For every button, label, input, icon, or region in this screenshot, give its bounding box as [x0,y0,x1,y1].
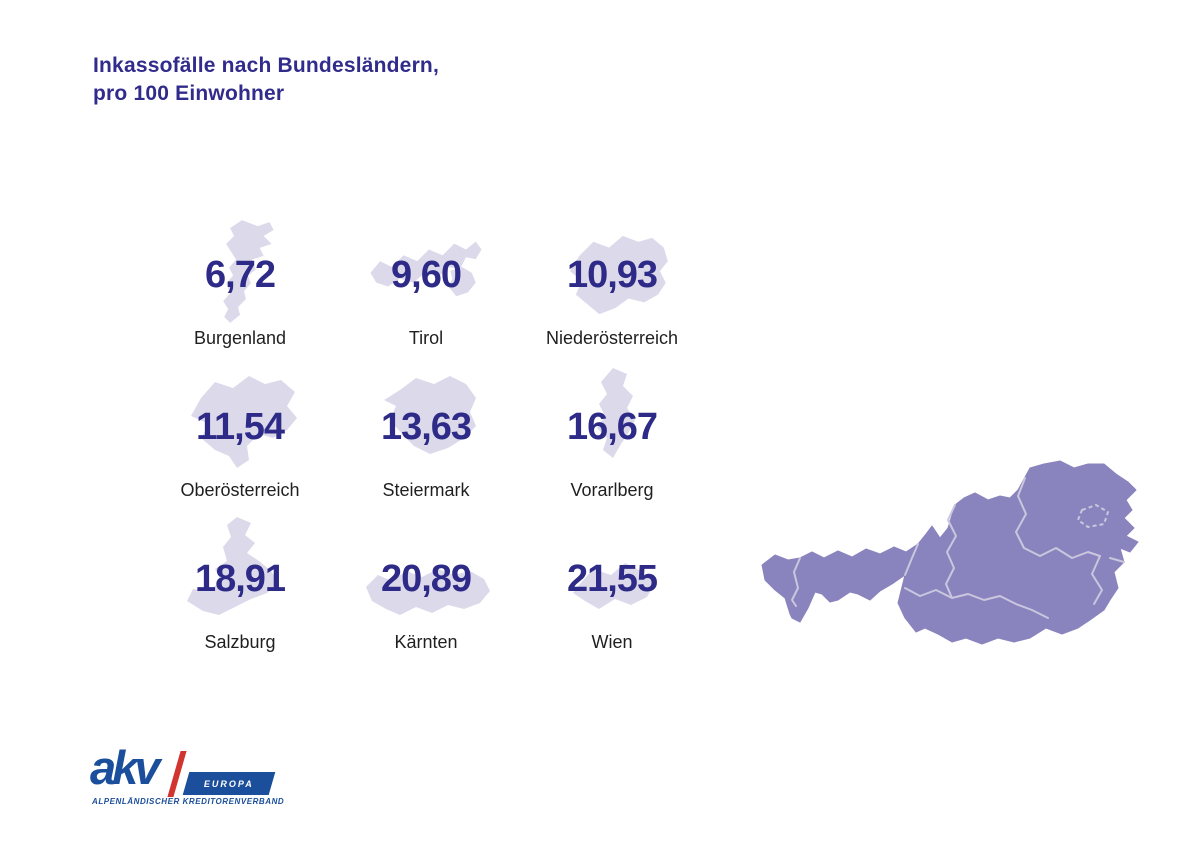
state-figure: 11,54 [147,362,333,474]
state-cell-burgenland: 6,72 Burgenland [147,210,333,362]
state-cell-wien: 21,55 Wien [519,514,705,666]
border-salzburg-kaernten [904,587,1049,619]
state-grid: 6,72 Burgenland 9,60 Tirol 10,93 Niederö [147,210,705,666]
state-label: Kärnten [394,632,458,652]
akv-wordmark: akv [90,741,160,794]
steiermark-silhouette [384,376,476,454]
page-title: Inkassofälle nach Bundesländern, pro 100… [93,52,439,108]
vorarlberg-silhouette [597,368,635,458]
state-figure: 9,60 [333,210,519,322]
state-cell-kaernten: 20,89 Kärnten [333,514,519,666]
akv-logo: akv EUROPA ALPENLÄNDISCHER KREDITORENVER… [90,744,290,810]
state-label: Burgenland [193,328,287,348]
border-ooe-noe [1015,477,1027,549]
state-label: Niederösterreich [545,328,679,348]
state-figure: 21,55 [519,514,705,626]
state-cell-oberoesterreich: 11,54 Oberösterreich [147,362,333,514]
state-figure: 13,63 [333,362,519,474]
state-value: 20,89 [380,558,472,600]
state-figure: 18,91 [147,514,333,626]
state-label: Wien [591,632,633,652]
border-tirol-salzburg [904,543,919,576]
kaernten-silhouette [366,569,490,615]
wien-silhouette [573,563,655,609]
wien-enclave-border [1077,504,1109,528]
state-value: 9,60 [391,254,462,296]
state-figure: 20,89 [333,514,519,626]
title-line-2: pro 100 Einwohner [93,82,285,105]
austria-outline [761,460,1139,645]
state-cell-niederoesterreich: 10,93 Niederösterreich [519,210,705,362]
state-figure: 10,93 [519,210,705,322]
state-figure: 16,67 [519,362,705,474]
state-label: Steiermark [382,480,470,500]
austria-map-svg [761,460,1139,645]
logo-europa-label: EUROPA [204,778,254,789]
state-label: Tirol [408,328,444,348]
border-noe-burgenland [1109,557,1125,563]
state-cell-vorarlberg: 16,67 Vorarlberg [519,362,705,514]
state-value: 21,55 [566,558,658,600]
state-value: 11,54 [196,406,285,448]
border-salzburg-ooe [945,504,957,599]
burgenland-silhouette [223,220,274,323]
state-label: Vorarlberg [570,480,654,500]
state-cell-steiermark: 13,63 Steiermark [333,362,519,514]
austria-map [748,448,1158,668]
state-value: 13,63 [380,406,472,448]
title-line-1: Inkassofälle nach Bundesländern, [93,54,439,77]
state-cell-tirol: 9,60 Tirol [333,210,519,362]
border-noe-steiermark [1023,547,1101,559]
logo-europa-flag: EUROPA [182,772,276,795]
state-value: 10,93 [566,254,658,296]
state-value: 18,91 [194,558,286,600]
state-figure: 6,72 [147,210,333,323]
logo-subline: ALPENLÄNDISCHER KREDITORENVERBAND [92,797,285,806]
niederoesterreich-silhouette [569,235,668,315]
state-label: Salzburg [204,632,276,652]
state-cell-salzburg: 18,91 Salzburg [147,514,333,666]
border-steiermark-burgenland [1091,555,1103,605]
border-vorarlberg-tirol [791,557,801,607]
tirol-silhouette [370,241,482,297]
oberoesterreich-silhouette [191,376,297,468]
salzburg-silhouette [187,517,279,615]
state-value: 6,72 [205,254,276,296]
state-value: 16,67 [566,406,658,448]
state-label: Oberösterreich [180,480,300,500]
